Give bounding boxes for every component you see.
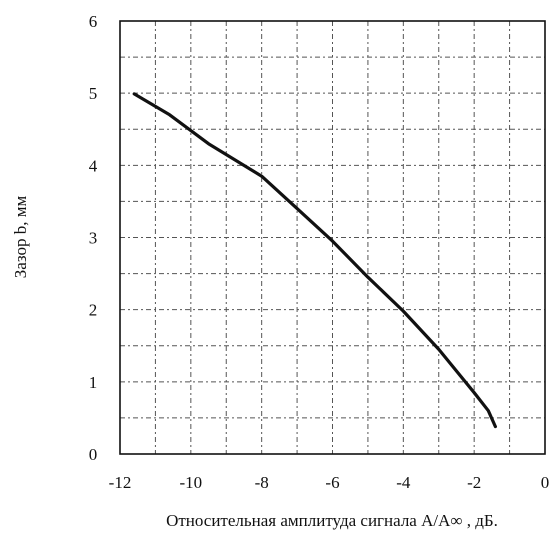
x-tick-label: -8 bbox=[255, 473, 269, 492]
x-tick-label: 0 bbox=[541, 473, 550, 492]
y-tick-label: 3 bbox=[89, 229, 98, 248]
y-tick-label: 6 bbox=[89, 12, 98, 31]
x-tick-label: -2 bbox=[467, 473, 481, 492]
y-tick-label: 4 bbox=[89, 156, 98, 175]
series-line bbox=[132, 92, 497, 429]
x-tick-label: -10 bbox=[179, 473, 202, 492]
x-tick-labels: -12 -10 -8 -6 -4 -2 0 bbox=[109, 473, 550, 492]
x-axis-label: Относительная амплитуда сигнала A/A∞ , д… bbox=[166, 511, 498, 530]
x-tick-label: -12 bbox=[109, 473, 132, 492]
x-tick-label: -4 bbox=[396, 473, 411, 492]
y-tick-label: 0 bbox=[89, 445, 98, 464]
plot-frame bbox=[119, 20, 546, 455]
y-tick-label: 5 bbox=[89, 84, 98, 103]
y-tick-labels: 0 1 2 3 4 5 6 bbox=[89, 12, 98, 464]
grid bbox=[120, 21, 545, 454]
y-tick-label: 1 bbox=[89, 373, 98, 392]
y-tick-label: 2 bbox=[89, 301, 98, 320]
x-tick-label: -6 bbox=[325, 473, 339, 492]
y-axis-label: Зазор b, мм bbox=[11, 196, 30, 279]
